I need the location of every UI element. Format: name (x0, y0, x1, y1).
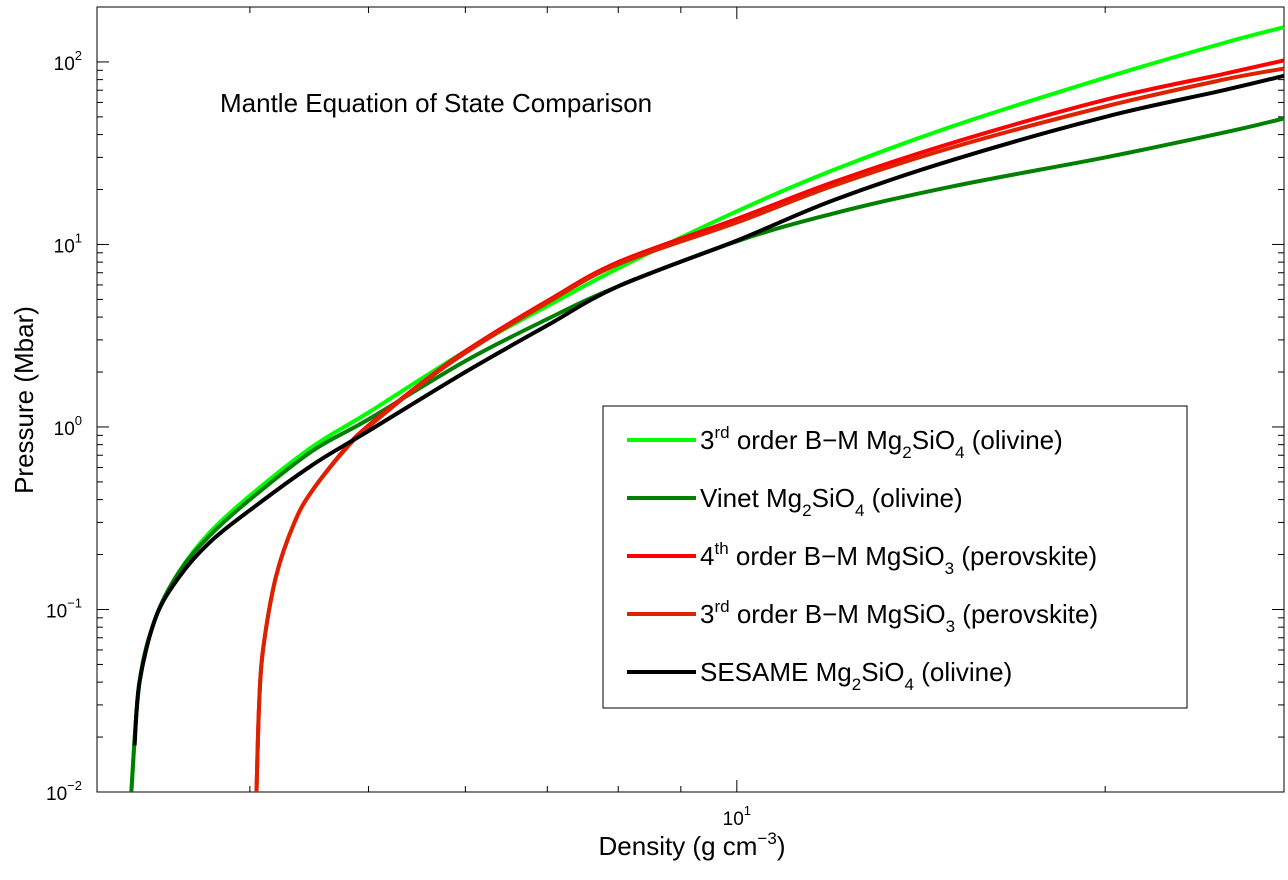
legend-subscript: 3 (946, 617, 955, 636)
legend-label: SESAME Mg2SiO4 (olivine) (700, 657, 1012, 694)
y-tick-label: 10−2 (46, 778, 82, 805)
y-tick-label: 102 (54, 48, 82, 75)
chart-title: Mantle Equation of State Comparison (220, 88, 652, 118)
legend-subscript: 2 (802, 501, 811, 520)
y-tick-label-base: 10 (54, 236, 75, 257)
y-tick-label-exponent: 1 (75, 230, 82, 245)
x-axis-label: Density (g cm−3) (599, 829, 786, 861)
y-tick-label: 100 (54, 413, 82, 440)
legend-text: (olivine) (864, 483, 962, 513)
y-tick-label-exponent: 2 (75, 48, 82, 63)
y-tick-label: 10−1 (46, 595, 82, 622)
series-lines (129, 25, 1285, 793)
legend-superscript: rd (714, 597, 729, 616)
x-tick-label: 101 (723, 803, 751, 830)
legend-subscript: 4 (855, 501, 864, 520)
x-axis-label-close: ) (777, 831, 786, 861)
plot-frame (96, 6, 1285, 793)
y-tick-label-exponent: 0 (75, 413, 82, 428)
y-tick-label-base: 10 (54, 419, 75, 440)
x-axis-label-exponent: −3 (757, 829, 776, 848)
legend-text: order B−M Mg (730, 425, 903, 455)
legend-text: (perovskite) (955, 599, 1098, 629)
legend-text: order B−M MgSiO (730, 599, 946, 629)
x-axis-label-base: Density (g cm (599, 831, 758, 861)
legend-label: Vinet Mg2SiO4 (olivine) (700, 483, 963, 520)
legend-text: (olivine) (914, 657, 1012, 687)
y-tick-label-base: 10 (46, 784, 67, 805)
legend-subscript: 4 (905, 675, 914, 694)
legend-subscript: 2 (902, 443, 911, 462)
series-line-4 (254, 66, 1285, 793)
legend-text: SiO (861, 657, 904, 687)
legend-text: 3 (700, 425, 714, 455)
legend-subscript: 2 (852, 675, 861, 694)
legend-text: SiO (912, 425, 955, 455)
legend-subscript: 3 (945, 559, 954, 578)
legend-label: 3rd order B−M Mg2SiO4 (olivine) (700, 423, 1063, 462)
y-tick-label-exponent: −2 (67, 778, 82, 793)
legend-text: Vinet Mg (700, 483, 802, 513)
y-tick-label: 101 (54, 230, 82, 257)
y-tick-label-base: 10 (54, 54, 75, 75)
x-tick-label-exponent: 1 (744, 803, 751, 818)
legend-text: SESAME Mg (700, 657, 852, 687)
legend-text: 4 (700, 541, 714, 571)
y-tick-label-base: 10 (46, 601, 67, 622)
legend-text: order B−M MgSiO (729, 541, 945, 571)
legend-subscript: 4 (955, 443, 964, 462)
y-tick-label-exponent: −1 (67, 595, 82, 610)
legend-label: 3rd order B−M MgSiO3 (perovskite) (700, 597, 1098, 636)
legend-text: (olivine) (965, 425, 1063, 455)
legend-text: (perovskite) (954, 541, 1097, 571)
series-line-2 (129, 116, 1285, 793)
x-tick-label-base: 10 (723, 809, 744, 830)
legend-label: 4th order B−M MgSiO3 (perovskite) (700, 539, 1097, 578)
legend-superscript: th (714, 539, 728, 558)
legend-box (602, 405, 1188, 709)
legend-superscript: rd (714, 423, 729, 442)
legend-text: 3 (700, 599, 714, 629)
y-axis-label: Pressure (Mbar) (9, 306, 39, 494)
legend: 3rd order B−M Mg2SiO4 (olivine)Vinet Mg2… (602, 405, 1188, 709)
series-line-5 (132, 73, 1285, 746)
legend-text: SiO (812, 483, 855, 513)
